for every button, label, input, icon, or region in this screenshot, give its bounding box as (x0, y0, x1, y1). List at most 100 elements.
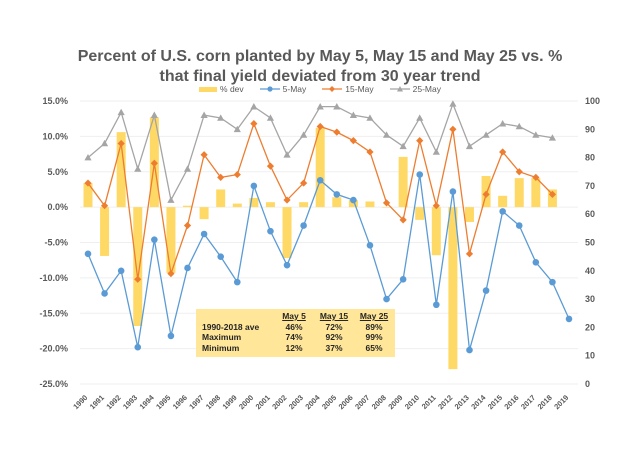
point-15-may (515, 168, 523, 176)
point-5-may (383, 295, 390, 303)
x-tick-label: 2008 (370, 393, 388, 411)
y-right-tick-label: 10 (585, 351, 595, 361)
point-15-may (84, 179, 92, 187)
point-5-may (233, 278, 241, 286)
bar-pct-dev (116, 132, 126, 208)
bar-pct-dev (133, 207, 143, 326)
bar-pct-dev (348, 200, 358, 208)
point-25-may (250, 103, 258, 110)
point-5-may (350, 196, 357, 204)
stats-header-empty (202, 311, 274, 322)
x-tick-label: 1994 (138, 392, 157, 411)
bar-pct-dev (547, 189, 557, 208)
x-tick-label: 2017 (519, 393, 537, 411)
point-5-may (449, 188, 457, 195)
point-15-may (366, 148, 374, 156)
point-15-may (316, 122, 324, 131)
x-tick-label: 2007 (353, 393, 371, 411)
point-5-may (117, 267, 125, 275)
y-right-tick-label: 50 (585, 238, 595, 248)
point-15-may (416, 137, 424, 145)
point-15-may (333, 128, 341, 136)
point-25-may (150, 111, 158, 118)
y-right-tick-label: 100 (585, 96, 600, 106)
stats-header-row: May 5 May 15 May 25 (202, 311, 394, 322)
x-tick-label: 2001 (254, 393, 272, 411)
x-tick-label: 1999 (221, 393, 239, 411)
x-tick-label: 2011 (420, 393, 438, 411)
y-right-tick-label: 70 (585, 181, 595, 191)
point-5-may (399, 275, 407, 283)
stats-cell: 12% (285, 342, 303, 353)
point-25-may (482, 131, 490, 138)
x-tick-label: 2009 (386, 393, 404, 411)
stats-cell: 46% (285, 321, 303, 332)
legend-label: % dev (220, 84, 244, 94)
point-25-may (432, 148, 440, 155)
y-left-tick-label: -5.0% (44, 238, 68, 248)
bar-pct-dev (299, 202, 309, 208)
legend-swatch-circle-line (259, 85, 280, 93)
legend-label: 25-May (412, 84, 441, 94)
point-25-may (117, 108, 125, 116)
line-5-may (87, 174, 570, 351)
legend-label: 5-May (282, 84, 307, 94)
point-15-may (300, 179, 308, 187)
stats-row-maximum: Maximum 74% 92% 99% (202, 332, 394, 343)
point-15-may (100, 202, 109, 210)
point-25-may (167, 196, 175, 203)
point-5-may (565, 315, 573, 323)
x-tick-label: 2005 (320, 393, 338, 411)
x-tick-label: 2002 (270, 393, 288, 411)
point-5-may (482, 287, 490, 294)
point-25-may (399, 142, 407, 150)
point-25-may (416, 114, 424, 121)
stats-cell: 72% (325, 321, 343, 332)
bar-pct-dev (365, 201, 375, 208)
point-25-may (316, 103, 324, 110)
stats-cell: 65% (365, 342, 383, 353)
point-5-may (101, 290, 108, 297)
y-left-tick-label: 10.0% (42, 131, 68, 141)
point-25-may (449, 100, 457, 107)
y-right-tick-label: 0 (585, 379, 590, 389)
point-15-may (250, 120, 258, 128)
chart-title-line-1: Percent of U.S. corn planted by May 5, M… (77, 48, 563, 65)
stats-table: May 5 May 15 May 25 1990-2018 ave 46% 72… (202, 311, 394, 353)
stats-header: May 25 (359, 311, 389, 321)
x-tick-label: 1991 (88, 393, 106, 411)
point-25-may (349, 111, 357, 118)
y-right-tick-label: 60 (585, 209, 595, 219)
x-tick-label: 2019 (552, 393, 570, 411)
point-15-may (134, 275, 142, 283)
bar-pct-dev (464, 207, 474, 222)
point-25-may (499, 120, 507, 127)
legend-swatch-bar (199, 86, 218, 92)
legend-label: 15-May (345, 84, 374, 94)
x-tick-label: 2010 (403, 393, 421, 411)
x-tick-label: 2013 (453, 393, 471, 411)
point-15-may (283, 196, 291, 204)
chart-title-line-2: that final yield deviated from 30 year t… (159, 68, 481, 85)
point-15-may (117, 139, 125, 148)
bar-pct-dev (514, 178, 524, 208)
legend-swatch-triangle-line (389, 85, 410, 93)
y-right-tick-label: 40 (585, 266, 595, 276)
point-25-may (266, 114, 275, 121)
y-right-tick-label: 80 (585, 153, 595, 163)
y-left-tick-label: -15.0% (39, 308, 68, 318)
bar-pct-dev (531, 178, 541, 208)
point-5-may (267, 227, 274, 235)
point-15-may (233, 170, 241, 179)
point-25-may (84, 154, 92, 161)
y-right-tick-label: 30 (585, 294, 595, 304)
x-tick-label: 1993 (121, 393, 139, 411)
point-15-may (449, 125, 457, 133)
point-5-may (250, 182, 258, 190)
point-15-may (266, 162, 275, 170)
point-5-may (283, 261, 291, 269)
x-tick-label: 2018 (536, 393, 554, 411)
stats-cell: 92% (325, 332, 343, 342)
point-25-may (200, 111, 208, 118)
point-5-may (84, 250, 92, 258)
